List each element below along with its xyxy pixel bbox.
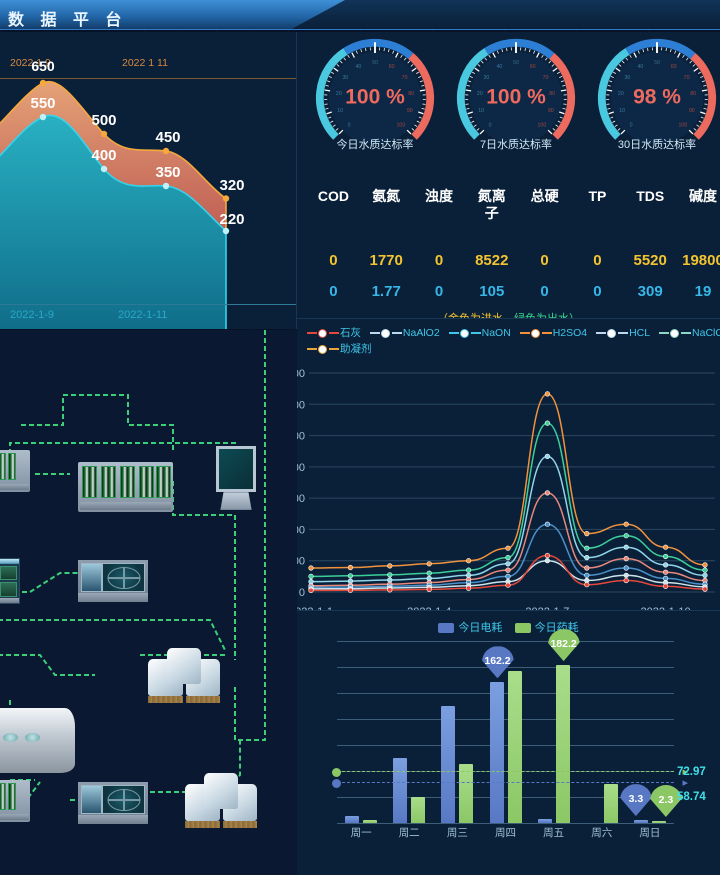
svg-text:40: 40 bbox=[355, 64, 361, 70]
svg-text:80: 80 bbox=[408, 91, 414, 97]
svg-text:40: 40 bbox=[637, 64, 643, 70]
svg-text:0: 0 bbox=[299, 587, 305, 599]
svg-text:20: 20 bbox=[336, 91, 342, 97]
svg-text:20: 20 bbox=[618, 91, 624, 97]
svg-text:90: 90 bbox=[689, 108, 695, 114]
svg-text:0: 0 bbox=[489, 122, 492, 128]
svg-text:70: 70 bbox=[684, 75, 690, 81]
svg-text:300: 300 bbox=[297, 556, 305, 568]
svg-text:1,500: 1,500 bbox=[297, 431, 305, 443]
svg-text:70: 70 bbox=[402, 75, 408, 81]
svg-text:550: 550 bbox=[30, 95, 55, 112]
svg-text:50: 50 bbox=[372, 60, 378, 66]
svg-text:30: 30 bbox=[624, 75, 630, 81]
svg-text:30: 30 bbox=[342, 75, 348, 81]
svg-text:350: 350 bbox=[155, 164, 180, 181]
svg-text:1,200: 1,200 bbox=[297, 462, 305, 474]
svg-text:100: 100 bbox=[678, 122, 687, 128]
svg-text:2,100: 2,100 bbox=[297, 368, 305, 380]
svg-text:450: 450 bbox=[155, 129, 180, 146]
svg-text:0: 0 bbox=[348, 122, 351, 128]
svg-text:10: 10 bbox=[337, 108, 343, 114]
svg-text:80: 80 bbox=[549, 91, 555, 97]
svg-text:70: 70 bbox=[543, 75, 549, 81]
svg-text:20: 20 bbox=[477, 91, 483, 97]
svg-text:0: 0 bbox=[630, 122, 633, 128]
svg-text:100 %: 100 % bbox=[345, 85, 405, 108]
svg-text:100: 100 bbox=[396, 122, 405, 128]
svg-text:90: 90 bbox=[548, 108, 554, 114]
svg-text:400: 400 bbox=[91, 147, 116, 164]
svg-text:220: 220 bbox=[219, 211, 244, 228]
svg-text:60: 60 bbox=[530, 64, 536, 70]
svg-text:100: 100 bbox=[537, 122, 546, 128]
svg-text:50: 50 bbox=[654, 60, 660, 66]
svg-text:500: 500 bbox=[91, 112, 116, 129]
svg-text:98 %: 98 % bbox=[633, 85, 681, 108]
svg-text:60: 60 bbox=[671, 64, 677, 70]
svg-text:900: 900 bbox=[297, 493, 305, 505]
svg-text:60: 60 bbox=[389, 64, 395, 70]
svg-text:50: 50 bbox=[513, 60, 519, 66]
svg-text:90: 90 bbox=[407, 108, 413, 114]
svg-text:320: 320 bbox=[219, 177, 244, 194]
svg-text:10: 10 bbox=[478, 108, 484, 114]
svg-text:100 %: 100 % bbox=[486, 85, 546, 108]
svg-text:650: 650 bbox=[31, 58, 55, 74]
svg-text:40: 40 bbox=[496, 64, 502, 70]
svg-text:600: 600 bbox=[297, 524, 305, 536]
svg-text:30: 30 bbox=[483, 75, 489, 81]
svg-text:80: 80 bbox=[690, 91, 696, 97]
svg-text:10: 10 bbox=[619, 108, 625, 114]
svg-text:1,800: 1,800 bbox=[297, 399, 305, 411]
